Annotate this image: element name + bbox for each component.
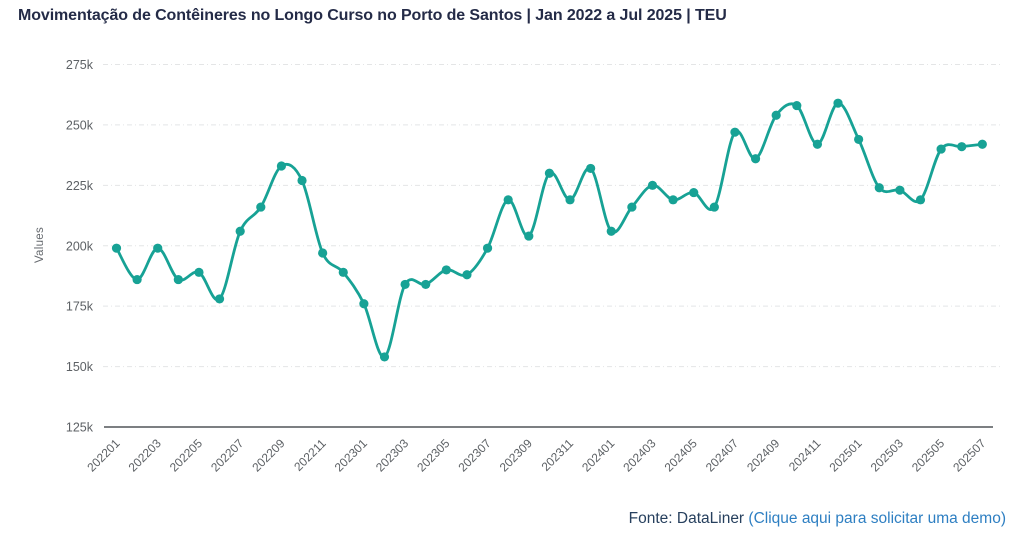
data-point[interactable] — [812, 139, 823, 149]
gridlines — [103, 64, 1003, 368]
data-point[interactable] — [132, 274, 142, 285]
data-point[interactable] — [565, 195, 575, 205]
data-point[interactable] — [977, 139, 987, 149]
y-axis: 125k 150k 175k 200k 225k 250k 275k — [66, 58, 94, 435]
data-point[interactable] — [318, 248, 328, 258]
x-tick-label: 202411 — [786, 436, 824, 474]
data-point[interactable] — [730, 127, 740, 137]
data-point[interactable] — [874, 183, 884, 193]
x-tick-label: 202507 — [950, 436, 988, 474]
data-point[interactable] — [441, 265, 451, 275]
x-tick-label: 202203 — [126, 436, 164, 474]
x-tick-label: 202503 — [868, 436, 906, 474]
data-point[interactable] — [833, 98, 843, 108]
data-point[interactable] — [915, 195, 926, 205]
data-point[interactable] — [338, 267, 348, 277]
y-tick-label: 250k — [66, 118, 94, 132]
data-point[interactable] — [647, 180, 658, 190]
x-tick-label: 202405 — [662, 436, 700, 474]
x-tick-label: 202403 — [620, 436, 658, 474]
data-point[interactable] — [214, 294, 225, 304]
x-tick-label: 202307 — [455, 436, 493, 474]
y-tick-label: 225k — [66, 179, 94, 193]
x-tick-label: 202209 — [249, 436, 287, 474]
x-tick-label: 202309 — [497, 436, 535, 474]
data-point[interactable] — [771, 110, 781, 120]
data-point[interactable] — [482, 243, 493, 253]
y-tick-label: 175k — [66, 300, 94, 314]
data-point[interactable] — [792, 100, 802, 111]
data-point[interactable] — [957, 142, 967, 152]
data-point[interactable] — [379, 352, 390, 362]
data-point[interactable] — [586, 163, 596, 174]
source-note: Fonte: DataLiner (Clique aqui para solic… — [629, 510, 1006, 528]
data-point[interactable] — [297, 175, 307, 186]
data-point[interactable] — [256, 202, 266, 212]
y-tick-label: 200k — [66, 239, 94, 253]
x-tick-label: 202409 — [744, 436, 782, 474]
chart-title: Movimentação de Contêineres no Longo Cur… — [18, 7, 727, 24]
data-point[interactable] — [544, 168, 555, 178]
data-point[interactable] — [173, 274, 183, 285]
y-tick-label: 275k — [66, 58, 94, 72]
data-point[interactable] — [400, 279, 410, 290]
source-label: Fonte: DataLiner — [628, 510, 749, 527]
data-point[interactable] — [153, 243, 163, 253]
data-point[interactable] — [462, 270, 472, 280]
data-point[interactable] — [421, 279, 431, 290]
data-point[interactable] — [668, 195, 678, 205]
x-tick-label: 202401 — [579, 436, 617, 474]
x-tick-label: 202505 — [909, 436, 947, 474]
x-tick-label: 202407 — [703, 436, 741, 474]
y-tick-label: 150k — [66, 360, 94, 374]
data-point[interactable] — [194, 267, 204, 277]
x-tick-label: 202301 — [332, 436, 370, 474]
x-tick-label: 202207 — [208, 436, 246, 474]
x-tick-label: 202311 — [539, 436, 577, 474]
data-point[interactable] — [606, 226, 616, 236]
y-tick-label: 125k — [66, 421, 94, 435]
data-point[interactable] — [627, 202, 637, 212]
series-line — [115, 101, 984, 359]
x-tick-label: 202303 — [373, 436, 411, 474]
x-tick-label: 202501 — [827, 436, 865, 474]
data-point[interactable] — [709, 202, 719, 212]
y-axis-title: Values — [34, 226, 46, 264]
data-point[interactable] — [111, 243, 122, 253]
data-point[interactable] — [276, 161, 287, 171]
data-point[interactable] — [750, 154, 761, 164]
x-tick-label: 202211 — [291, 436, 329, 474]
data-point[interactable] — [854, 134, 864, 145]
data-point[interactable] — [503, 195, 513, 205]
x-axis: 202201 202203 202205 202207 202209 202211 2023… — [84, 436, 988, 474]
data-point[interactable] — [235, 226, 245, 236]
data-points — [111, 98, 987, 362]
data-point[interactable] — [936, 144, 946, 154]
data-point[interactable] — [359, 299, 369, 309]
data-point[interactable] — [524, 231, 534, 241]
x-tick-label: 202205 — [167, 436, 205, 474]
demo-request-link[interactable]: (Clique aqui para solicitar uma demo) — [748, 510, 1006, 527]
x-tick-label: 202305 — [414, 436, 452, 474]
x-tick-label: 202201 — [84, 436, 122, 474]
data-point[interactable] — [895, 185, 905, 195]
data-point[interactable] — [689, 187, 699, 198]
